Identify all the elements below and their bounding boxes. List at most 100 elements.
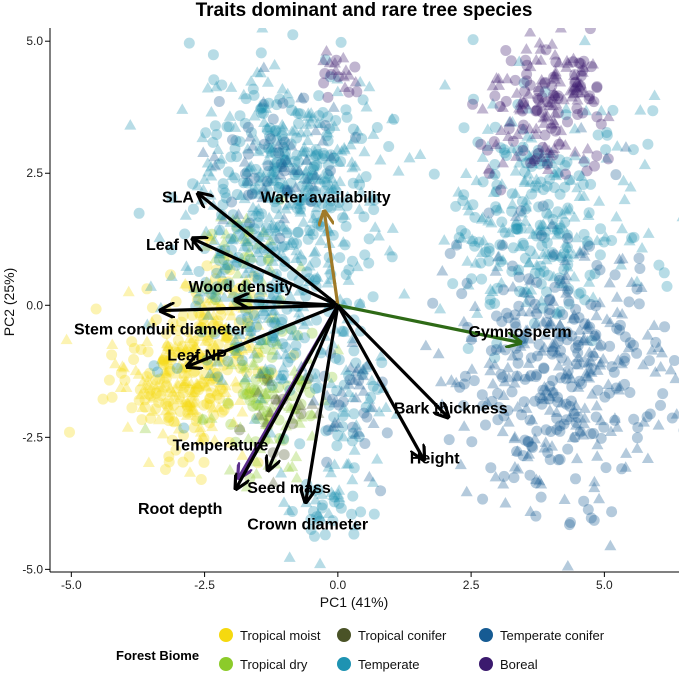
data-point: [194, 266, 205, 277]
data-point: [512, 224, 523, 235]
data-point: [606, 235, 617, 246]
data-point: [311, 210, 322, 221]
data-point: [634, 298, 645, 309]
data-point: [128, 354, 139, 365]
data-point: [334, 252, 345, 263]
data-point: [216, 80, 227, 91]
data-point: [157, 428, 169, 439]
data-point: [160, 464, 171, 475]
data-point: [439, 79, 451, 90]
data-point: [107, 392, 118, 403]
data-point: [536, 492, 547, 503]
data-point: [662, 281, 673, 292]
data-point: [152, 367, 163, 378]
data-point: [313, 382, 324, 393]
legend-label: Tropical dry: [240, 657, 308, 672]
data-point: [510, 75, 521, 86]
data-point: [374, 154, 386, 165]
data-point: [530, 511, 541, 522]
data-point: [524, 26, 536, 37]
data-point: [513, 358, 524, 369]
data-point: [550, 57, 561, 68]
legend-swatch: [337, 657, 351, 671]
data-point: [290, 348, 301, 359]
data-point: [460, 167, 472, 178]
data-point: [620, 447, 632, 458]
data-point: [560, 169, 571, 180]
data-point: [679, 425, 685, 436]
x-tick-label: -2.5: [194, 578, 215, 592]
data-point: [602, 378, 614, 389]
data-point: [155, 390, 166, 401]
data-point: [484, 246, 495, 257]
data-point: [611, 323, 622, 334]
data-point: [604, 540, 616, 551]
data-point: [456, 288, 467, 299]
data-point: [677, 211, 685, 222]
data-point: [314, 558, 326, 569]
data-point: [347, 256, 358, 267]
data-point: [543, 270, 554, 281]
data-point: [336, 37, 347, 48]
data-point: [256, 256, 267, 267]
data-point: [368, 291, 379, 302]
vector-label-seed-mass: Seed mass: [247, 480, 331, 497]
data-point: [589, 331, 600, 342]
data-point: [497, 372, 508, 383]
data-point: [98, 394, 109, 405]
data-point: [267, 380, 278, 391]
data-point: [599, 392, 610, 403]
data-point: [542, 181, 553, 192]
legend-label: Boreal: [500, 657, 538, 672]
data-point: [595, 264, 606, 275]
data-point: [460, 228, 471, 239]
data-point: [129, 343, 140, 354]
data-point: [516, 205, 527, 216]
data-point: [634, 104, 646, 115]
data-point: [459, 122, 470, 133]
data-point: [531, 371, 542, 382]
data-point: [214, 96, 225, 107]
data-point: [639, 159, 651, 170]
data-point: [145, 390, 156, 401]
y-tick-label: -2.5: [22, 430, 43, 444]
data-point: [624, 296, 635, 307]
data-point: [492, 388, 503, 399]
data-point: [335, 156, 346, 167]
data-point: [579, 35, 591, 46]
data-point: [320, 45, 332, 56]
data-point: [514, 272, 525, 283]
data-point: [548, 387, 559, 398]
data-point: [561, 414, 572, 425]
data-point: [184, 466, 196, 477]
data-point: [214, 255, 225, 266]
data-point: [262, 76, 274, 87]
data-point: [361, 171, 372, 182]
data-point: [544, 308, 555, 319]
data-point: [566, 381, 577, 392]
data-point: [504, 123, 515, 134]
data-point: [279, 449, 290, 460]
data-point: [320, 120, 331, 131]
data-point: [227, 134, 238, 145]
data-point: [573, 289, 584, 300]
data-point: [519, 166, 530, 177]
data-point: [477, 494, 488, 505]
x-tick-label: 2.5: [463, 578, 480, 592]
data-point: [653, 419, 665, 430]
data-point: [363, 471, 375, 482]
data-point: [610, 211, 622, 222]
data-point: [507, 261, 518, 272]
data-point: [530, 299, 541, 310]
data-point: [234, 424, 245, 435]
vector-label-leaf-np: Leaf NP: [167, 348, 227, 365]
y-tick-label: -5.0: [22, 562, 43, 576]
legend-swatch: [219, 657, 233, 671]
data-point: [265, 133, 276, 144]
data-point: [250, 468, 262, 479]
data-point: [659, 321, 670, 332]
data-point: [468, 34, 479, 45]
data-point: [582, 143, 594, 154]
data-point: [466, 436, 477, 447]
y-tick-label: 2.5: [26, 166, 43, 180]
